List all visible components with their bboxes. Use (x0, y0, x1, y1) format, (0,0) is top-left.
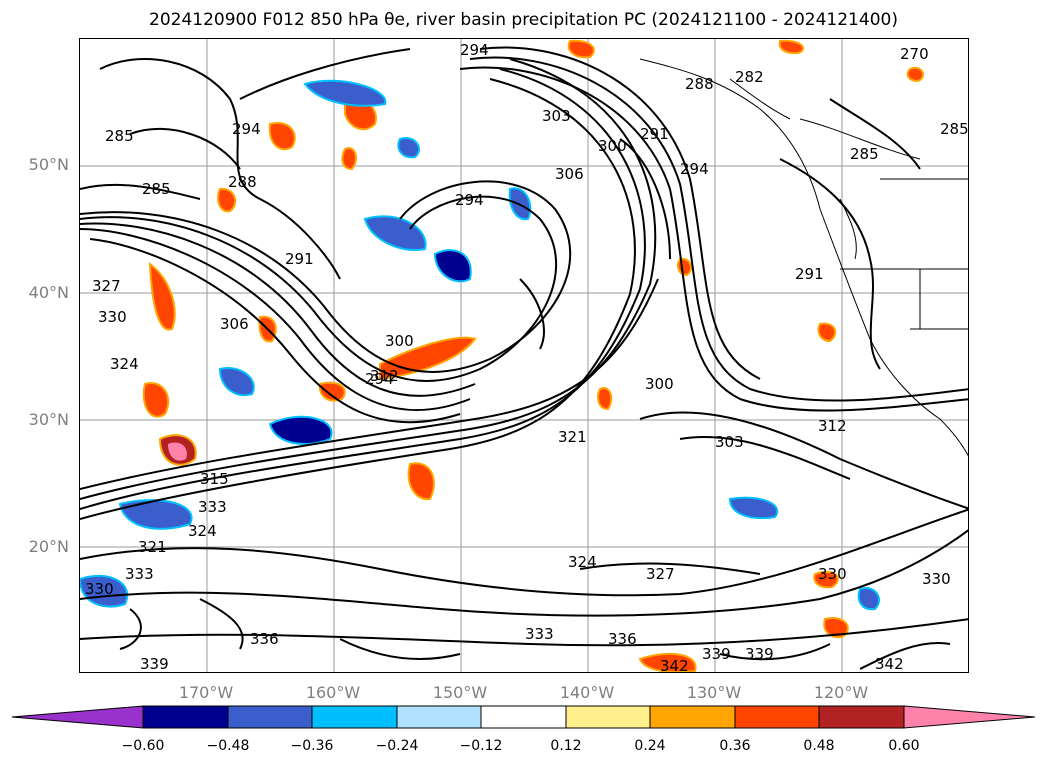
contour-label: 294 (232, 120, 261, 138)
colorbar-segment (565, 705, 651, 729)
contour-label: 285 (105, 127, 134, 145)
lon-label-150w: 150°W (432, 683, 488, 702)
colorbar-tick: 0.60 (888, 738, 920, 754)
colorbar-tick: 0.12 (550, 738, 582, 754)
colorbar-tick: 0.48 (803, 738, 835, 754)
colorbar-segment (818, 705, 905, 729)
contour-label: 324 (568, 553, 597, 571)
lat-label-30n: 30°N (28, 410, 69, 429)
lon-label-170w: 170°W (178, 683, 234, 702)
contour-label: 294 (680, 160, 709, 178)
contour-label: 327 (92, 277, 121, 295)
contour-label: 288 (685, 75, 714, 93)
lon-label-130w: 130°W (686, 683, 742, 702)
colorbar-segment (649, 705, 736, 729)
colorbar-segment (903, 705, 1036, 729)
lat-label-50n: 50°N (28, 155, 69, 174)
precip-shading (80, 39, 925, 672)
contour-label: 336 (608, 630, 637, 648)
contour-label: 324 (188, 522, 217, 540)
contour-label: 333 (525, 625, 554, 643)
lon-label-140w: 140°W (559, 683, 615, 702)
colorbar-tick: −0.12 (459, 738, 503, 754)
contour-label: 285 (142, 180, 171, 198)
contour-label: 342 (660, 657, 689, 673)
lat-label-20n: 20°N (28, 537, 69, 556)
map-canvas: 294 285 285 288 294 294 291 327 330 324 … (80, 39, 969, 673)
contour-label: 321 (558, 428, 587, 446)
theta-e-contours (80, 46, 968, 670)
contour-label: 312 (818, 417, 847, 435)
contour-label: 333 (198, 498, 227, 516)
contour-label: 291 (640, 125, 669, 143)
colorbar-tick: 0.24 (634, 738, 666, 754)
contour-label: 342 (875, 655, 904, 673)
colorbar-tick: −0.24 (375, 738, 419, 754)
colorbar-tick: −0.60 (121, 738, 165, 754)
lat-label-40n: 40°N (28, 283, 69, 302)
contour-label: 330 (818, 565, 847, 583)
contour-label: 285 (940, 120, 969, 138)
lon-label-120w: 120°W (813, 683, 869, 702)
contour-label: 282 (735, 68, 764, 86)
contour-label: 324 (110, 355, 139, 373)
colorbar-tick: 0.36 (719, 738, 751, 754)
map-title: 2024120900 F012 850 hPa θe, river basin … (149, 10, 898, 30)
contour-label: 336 (250, 630, 279, 648)
contour-label: 339 (702, 645, 731, 663)
contour-label: 303 (542, 107, 571, 125)
contour-label: 339 (140, 655, 169, 673)
contour-label: 294 (455, 191, 484, 209)
colorbar-tick: −0.36 (290, 738, 334, 754)
contour-label: 330 (922, 570, 951, 588)
contour-label: 300 (645, 375, 674, 393)
contour-label: 291 (285, 250, 314, 268)
colorbar (11, 705, 1036, 729)
contour-label: 294 (365, 370, 394, 388)
contour-label: 300 (385, 332, 414, 350)
contour-label: 306 (220, 315, 249, 333)
contour-label: 330 (98, 308, 127, 326)
map-panel[interactable]: 294 285 285 288 294 294 291 327 330 324 … (79, 38, 969, 673)
colorbar-segments (11, 705, 1036, 729)
contour-label: 294 (460, 41, 489, 59)
contour-label: 288 (228, 173, 257, 191)
contour-label: 270 (900, 45, 929, 63)
contour-label: 315 (200, 470, 229, 488)
lon-label-160w: 160°W (305, 683, 361, 702)
contour-label: 312 (370, 367, 399, 385)
contour-label: 327 (646, 565, 675, 583)
contour-labels: 294 285 285 288 294 294 291 327 330 324 … (85, 41, 969, 673)
contour-label: 291 (795, 265, 824, 283)
colorbar-segment (11, 705, 144, 729)
colorbar-segment (396, 705, 482, 729)
contour-label: 339 (745, 645, 774, 663)
contour-label: 333 (125, 565, 154, 583)
contour-label: 303 (715, 433, 744, 451)
colorbar-segment (142, 705, 229, 729)
contour-label: 321 (138, 538, 167, 556)
colorbar-segment (480, 705, 567, 729)
contour-label: 300 (598, 137, 627, 155)
contour-label: 285 (850, 145, 879, 163)
contour-label: 330 (85, 580, 114, 598)
coastlines (639, 58, 968, 457)
colorbar-segment (227, 705, 313, 729)
colorbar-tick: −0.48 (206, 738, 250, 754)
colorbar-segment (311, 705, 398, 729)
contour-label: 306 (555, 165, 584, 183)
colorbar-segment (734, 705, 820, 729)
